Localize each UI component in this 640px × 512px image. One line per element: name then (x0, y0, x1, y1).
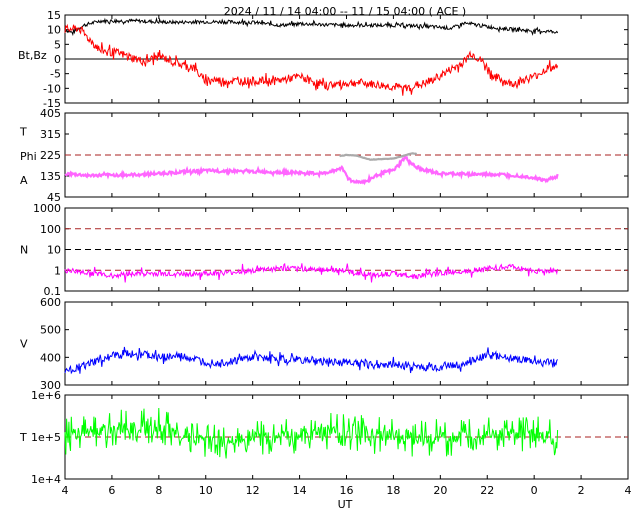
panel-temperature: 1e+6 1e+5 1e+4 T (19, 389, 629, 486)
x-tick-label: 4 (625, 484, 632, 497)
x-tick-label: 18 (386, 484, 400, 497)
y-axis-label: T (19, 125, 27, 138)
y-tick-label: 1000 (33, 202, 61, 215)
y-tick-label: 10 (47, 244, 61, 257)
x-tick-label: 16 (340, 484, 354, 497)
x-tick-label: 10 (199, 484, 213, 497)
x-tick-label: 22 (480, 484, 494, 497)
x-tick-label: 14 (293, 484, 307, 497)
series-n (64, 262, 559, 283)
y-axis-label: A (20, 174, 28, 187)
series-bt (64, 16, 559, 37)
y-tick-label: 135 (40, 170, 61, 183)
y-tick-label: -15 (43, 97, 61, 110)
y-tick-label: 1e+4 (31, 473, 61, 486)
y-tick-label: 100 (40, 223, 61, 236)
y-axis-label: V (20, 338, 28, 351)
y-tick-label: 0.1 (44, 285, 62, 298)
series-v (64, 346, 558, 375)
x-tick-label: 2 (578, 484, 585, 497)
x-tick-label: 0 (531, 484, 538, 497)
panel-density: 1000 100 10 1 0.1 N (20, 202, 629, 298)
y-tick-label: -5 (50, 68, 61, 81)
y-axis-label: T (19, 431, 27, 444)
x-tick-label: 8 (155, 484, 162, 497)
x-tick-label: 6 (108, 484, 115, 497)
x-tick-label: 20 (433, 484, 447, 497)
series-theta (338, 152, 418, 161)
y-tick-label: 225 (40, 149, 61, 162)
y-tick-label: 1 (54, 264, 61, 277)
y-tick-label: 300 (40, 379, 61, 392)
y-tick-label: 5 (54, 38, 61, 51)
y-axis-label: Phi (20, 150, 37, 163)
panel-mag: 15 105 0 -5-10 -15 Bt,Bz (18, 9, 629, 110)
series-t (64, 407, 559, 459)
series-bz (64, 23, 559, 96)
plot-layer: 151050-5-10-15Bt,Bz40531522513545TPhiA10… (18, 9, 632, 497)
y-axis-label: Bt,Bz (18, 49, 47, 62)
y-tick-label: 0 (54, 53, 61, 66)
y-tick-label: 1e+6 (31, 389, 61, 402)
panel-phi: 405 315 225 135 45 T Phi A (19, 107, 629, 204)
panel-speed: 600 500 400 300 V (20, 296, 629, 392)
y-tick-label: 1e+5 (31, 431, 61, 444)
y-tick-label: -10 (43, 82, 61, 95)
panel-frame (64, 301, 629, 386)
y-tick-label: 15 (47, 9, 61, 22)
y-tick-label: 10 (47, 24, 61, 37)
x-tick-label: 12 (246, 484, 260, 497)
y-tick-label: 500 (40, 324, 61, 337)
x-tick-label: 4 (62, 484, 69, 497)
chart-title: 2024 / 11 / 14 04:00 -- 11 / 15 04:00 ( … (224, 5, 466, 18)
y-axis-label: N (20, 244, 28, 257)
y-tick-label: 45 (47, 191, 61, 204)
x-axis-label: UT (338, 498, 353, 511)
y-tick-label: 400 (40, 351, 61, 364)
series-phi (64, 154, 559, 186)
y-tick-label: 600 (40, 296, 61, 309)
y-tick-label: 315 (40, 128, 61, 141)
y-tick-label: 405 (40, 107, 61, 120)
